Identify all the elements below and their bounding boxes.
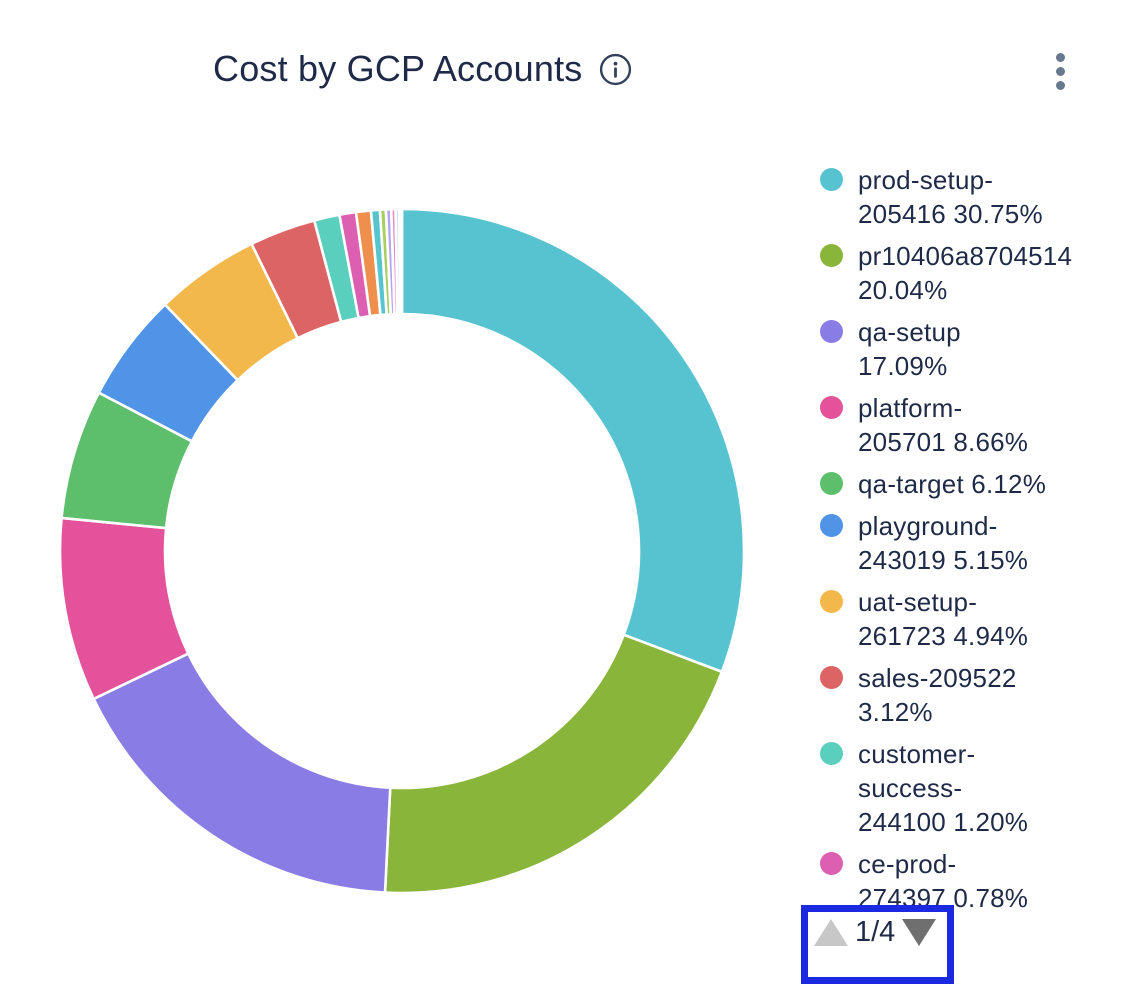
- legend-swatch-icon: [820, 514, 843, 537]
- legend-label: sales-209522 3.12%: [858, 663, 1017, 727]
- legend-item-ce-prod-274397[interactable]: ce-prod- 274397 0.78%: [820, 847, 1130, 910]
- legend-swatch-icon: [820, 168, 843, 191]
- legend-swatch-icon: [820, 852, 843, 875]
- chart-title: Cost by GCP Accounts: [213, 48, 583, 89]
- legend-swatch-icon: [820, 590, 843, 613]
- legend-label: customer-success- 244100 1.20%: [858, 739, 1029, 837]
- legend-item-platform-205701[interactable]: platform- 205701 8.66%: [820, 391, 1130, 459]
- legend-item-qa-setup[interactable]: qa-setup 17.09%: [820, 315, 1130, 383]
- legend-item-customer-success-244100[interactable]: customer-success- 244100 1.20%: [820, 737, 1130, 839]
- page-indicator: 1/4: [855, 916, 896, 948]
- legend-item-qa-target[interactable]: qa-target 6.12%: [820, 467, 1130, 501]
- legend-label: ce-prod- 274397 0.78%: [858, 849, 1029, 910]
- donut-slice-prod-setup-205416[interactable]: [400, 207, 746, 674]
- legend-pagination: 1/4: [801, 905, 954, 984]
- legend-swatch-icon: [820, 742, 843, 765]
- donut-slice-other-segment[interactable]: [397, 207, 404, 316]
- legend-label: prod-setup- 205416 30.75%: [858, 165, 1043, 229]
- legend-swatch-icon: [820, 396, 843, 419]
- donut-slice-pr10406a8704514[interactable]: [383, 633, 724, 895]
- legend-swatch-icon: [820, 666, 843, 689]
- info-icon[interactable]: [599, 53, 632, 86]
- legend-label: platform- 205701 8.66%: [858, 393, 1029, 457]
- kebab-dot: [1056, 81, 1065, 90]
- donut-chart: [57, 206, 747, 896]
- kebab-dot: [1056, 67, 1065, 76]
- kebab-menu-icon[interactable]: [1054, 51, 1067, 92]
- legend-item-uat-setup-261723[interactable]: uat-setup- 261723 4.94%: [820, 585, 1130, 653]
- legend-label: qa-setup 17.09%: [858, 317, 961, 381]
- legend-label: pr10406a8704514 20.04%: [858, 241, 1073, 305]
- chart-header: Cost by GCP Accounts: [213, 48, 632, 90]
- page-up-icon[interactable]: [814, 918, 848, 946]
- legend-item-pr10406a8704514[interactable]: pr10406a8704514 20.04%: [820, 239, 1130, 307]
- legend-item-playground-243019[interactable]: playground- 243019 5.15%: [820, 509, 1130, 577]
- chart-legend: prod-setup- 205416 30.75% pr10406a8704514 2…: [820, 163, 1130, 910]
- page-down-icon[interactable]: [902, 918, 937, 946]
- legend-swatch-icon: [820, 244, 843, 267]
- legend-label: qa-target 6.12%: [858, 469, 1047, 499]
- legend-swatch-icon: [820, 472, 843, 495]
- kebab-dot: [1056, 53, 1065, 62]
- donut-slice-qa-setup[interactable]: [92, 652, 392, 894]
- pager-row: 1/4: [814, 916, 937, 948]
- legend-item-sales-209522[interactable]: sales-209522 3.12%: [820, 661, 1130, 729]
- legend-swatch-icon: [820, 320, 843, 343]
- legend-label: playground- 243019 5.15%: [858, 511, 1029, 575]
- legend-label: uat-setup- 261723 4.94%: [858, 587, 1029, 651]
- legend-item-prod-setup-205416[interactable]: prod-setup- 205416 30.75%: [820, 163, 1130, 231]
